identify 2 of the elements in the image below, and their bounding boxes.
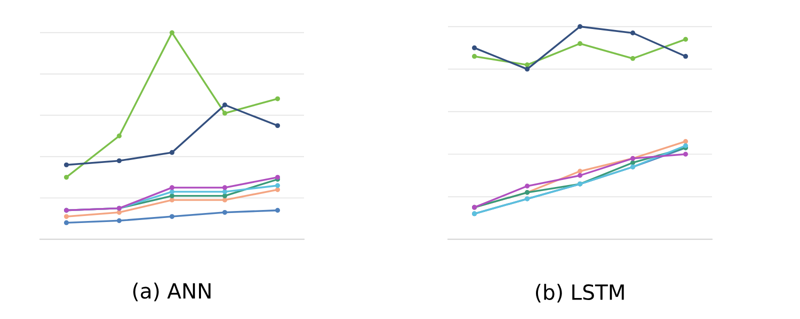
text: (a) ANN — [133, 282, 210, 302]
text: (b) LSTM — [536, 284, 624, 302]
